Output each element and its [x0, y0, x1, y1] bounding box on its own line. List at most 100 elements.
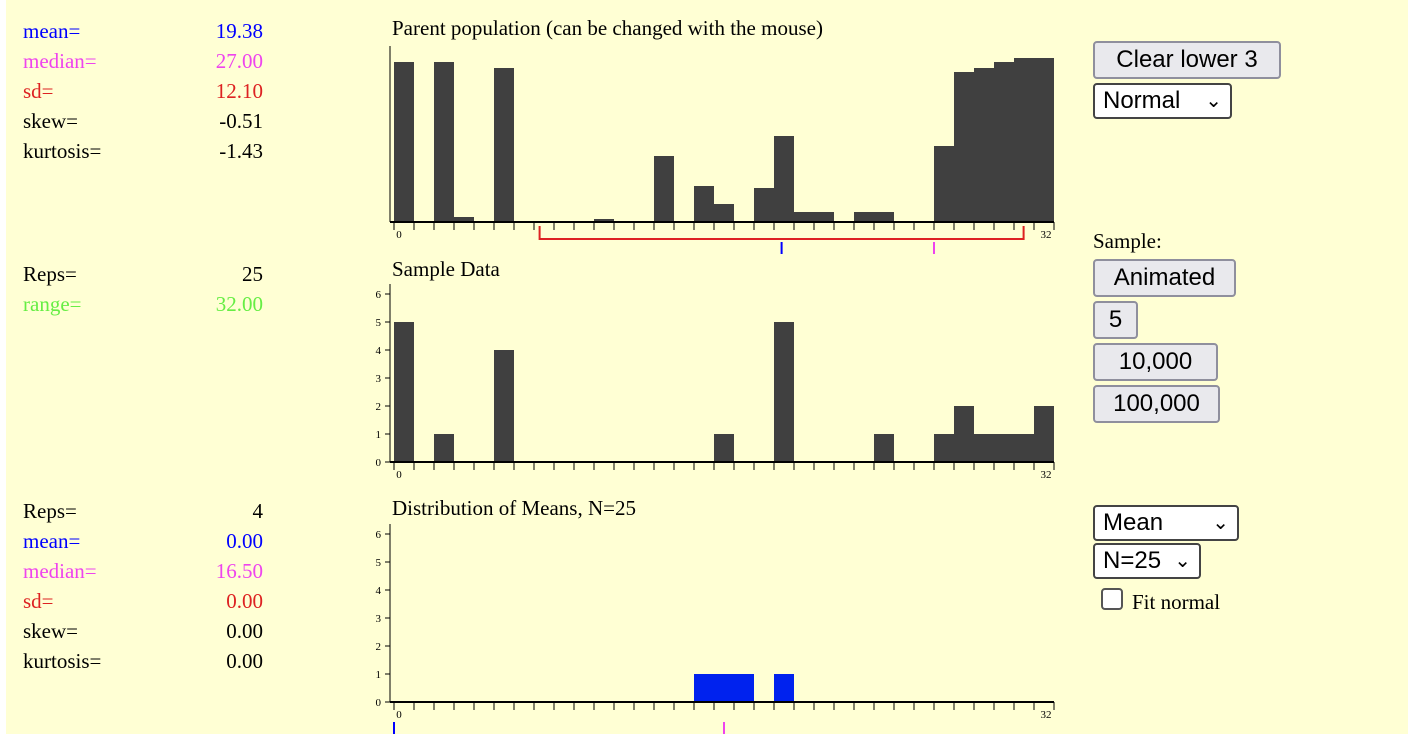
sample-y-tick-label: 0	[376, 457, 382, 469]
chevron-down-icon: ⌄	[1174, 550, 1191, 572]
sample-bar	[494, 350, 514, 462]
sample-bar	[934, 434, 954, 462]
means-skew-label: skew=	[23, 619, 79, 643]
sample-y-tick-label: 2	[376, 401, 382, 413]
parent-median-stat: median= 27.00	[23, 46, 263, 76]
fit-normal-checkbox[interactable]	[1101, 588, 1123, 610]
parent-kurtosis-label: kurtosis=	[23, 139, 102, 163]
means-median-value: 16.50	[215, 559, 263, 583]
parent-sd-label: sd=	[23, 79, 54, 103]
sample-x-tick-label: 32	[1041, 469, 1052, 481]
parent-bar	[494, 68, 514, 222]
parent-bar	[934, 146, 954, 222]
means-kurtosis-label: kurtosis=	[23, 649, 102, 673]
distribution-of-means-title: Distribution of Means, N=25	[392, 496, 636, 520]
parent-bar	[654, 156, 674, 222]
chevron-down-icon: ⌄	[1205, 90, 1222, 112]
distribution-select[interactable]: Normal ⌄	[1093, 83, 1232, 119]
parent-bar	[714, 204, 734, 222]
sample-bar	[994, 434, 1014, 462]
means-y-tick-label: 5	[376, 557, 382, 569]
sample-reps-label: Reps=	[23, 262, 77, 286]
parent-bar	[1034, 58, 1054, 222]
sample-bar	[974, 434, 994, 462]
parent-bar	[974, 68, 994, 222]
parent-kurtosis-value: -1.43	[219, 139, 263, 163]
means-sd-stat: sd= 0.00	[23, 586, 263, 616]
parent-bar	[794, 212, 814, 222]
sample-y-tick-label: 4	[376, 345, 382, 357]
sample-bar	[1034, 406, 1054, 462]
means-reps-value: 4	[252, 499, 264, 523]
means-sd-value: 0.00	[226, 589, 263, 613]
clear-lower-3-button[interactable]: Clear lower 3	[1093, 41, 1281, 79]
statistic-select[interactable]: Mean ⌄	[1093, 505, 1239, 541]
sample-bar	[394, 322, 414, 462]
means-mean-stat: mean= 0.00	[23, 526, 263, 556]
means-skew-stat: skew= 0.00	[23, 616, 263, 646]
means-median-stat: median= 16.50	[23, 556, 263, 586]
means-skew-value: 0.00	[226, 619, 263, 643]
sample-bar	[434, 434, 454, 462]
sample-bar	[774, 322, 794, 462]
sample-x-tick-label: 0	[396, 469, 402, 481]
sample-bar	[714, 434, 734, 462]
parent-mean-value: 19.38	[215, 19, 263, 43]
sample-range-stat: range= 32.00	[23, 289, 263, 319]
parent-bar	[814, 212, 834, 222]
parent-bar	[694, 186, 714, 222]
sample-100000-button[interactable]: 100,000	[1093, 385, 1220, 423]
means-mean-value: 0.00	[226, 529, 263, 553]
sample-range-label: range=	[23, 292, 82, 316]
parent-kurtosis-stat: kurtosis= -1.43	[23, 136, 263, 166]
fit-normal-label: Fit normal	[1132, 590, 1221, 614]
parent-bar	[854, 212, 874, 222]
sample-reps-stat: Reps= 25	[23, 259, 263, 289]
parent-bar	[1014, 58, 1034, 222]
animated-button[interactable]: Animated	[1093, 259, 1236, 297]
sample-bar	[1014, 434, 1034, 462]
means-x-tick-label: 0	[396, 709, 402, 721]
means-y-tick-label: 4	[376, 585, 382, 597]
means-median-label: median=	[23, 559, 97, 583]
parent-skew-value: -0.51	[219, 109, 263, 133]
means-bar	[714, 674, 734, 702]
parent-median-label: median=	[23, 49, 97, 73]
means-mean-label: mean=	[23, 529, 81, 553]
means-y-tick-label: 2	[376, 641, 382, 653]
means-kurtosis-stat: kurtosis= 0.00	[23, 646, 263, 676]
parent-sd-stat: sd= 12.10	[23, 76, 263, 106]
parent-sd-value: 12.10	[215, 79, 263, 103]
parent-bar	[594, 219, 614, 222]
means-bar	[694, 674, 714, 702]
parent-bar	[954, 72, 974, 222]
means-y-tick-label: 6	[376, 529, 382, 541]
means-sd-label: sd=	[23, 589, 54, 613]
means-y-tick-label: 0	[376, 697, 382, 709]
sample-y-tick-label: 3	[376, 373, 382, 385]
parent-skew-label: skew=	[23, 109, 79, 133]
parent-mean-stat: mean= 19.38	[23, 16, 263, 46]
chevron-down-icon: ⌄	[1212, 512, 1229, 534]
parent-bar	[394, 62, 414, 222]
sample-size-select[interactable]: N=25 ⌄	[1093, 543, 1201, 579]
sample-bar	[954, 406, 974, 462]
parent-x-tick-label: 32	[1041, 229, 1052, 241]
sample-bar	[874, 434, 894, 462]
sample-10000-button[interactable]: 10,000	[1093, 343, 1218, 381]
distribution-select-value: Normal	[1103, 87, 1181, 114]
means-reps-label: Reps=	[23, 499, 77, 523]
sample-y-tick-label: 5	[376, 317, 382, 329]
means-y-tick-label: 1	[376, 669, 382, 681]
parent-bar	[774, 136, 794, 222]
means-x-tick-label: 32	[1041, 709, 1052, 721]
sample-5-button[interactable]: 5	[1093, 301, 1138, 339]
sampling-distribution-app: mean= 19.38 median= 27.00 sd= 12.10 skew…	[6, 0, 1408, 734]
sample-reps-value: 25	[242, 262, 263, 286]
parent-bar	[454, 217, 474, 222]
statistic-select-value: Mean	[1103, 509, 1164, 536]
means-y-tick-label: 3	[376, 613, 382, 625]
parent-x-tick-label: 0	[396, 229, 402, 241]
parent-mean-label: mean=	[23, 19, 81, 43]
parent-median-value: 27.00	[215, 49, 263, 73]
